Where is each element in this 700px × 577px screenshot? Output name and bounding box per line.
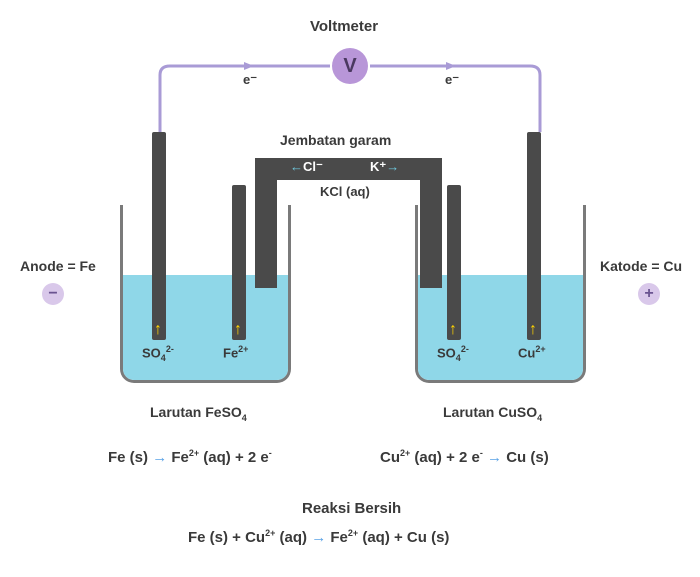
bridge-ion-left-group: ←Cl⁻ xyxy=(290,159,323,175)
ion-arrow-3: ↑ xyxy=(449,321,457,339)
salt-bridge-h xyxy=(255,158,442,180)
bridge-ion-right: K⁺ xyxy=(370,159,386,174)
voltmeter-icon: V xyxy=(332,48,368,84)
anode-label: Anode = Fe xyxy=(20,258,96,274)
electrode-right-a xyxy=(447,185,461,340)
bridge-ion-right-group: K⁺→ xyxy=(370,159,399,175)
electron-left-label: e⁻ xyxy=(243,72,257,88)
ion-label-fe2: Fe2+ xyxy=(223,344,248,360)
half-eqn-left: Fe (s) → Fe2+ (aq) + 2 e- xyxy=(108,448,272,466)
cathode-label: Katode = Cu xyxy=(600,258,682,274)
net-reaction: Fe (s) + Cu2+ (aq) → Fe2+ (aq) + Cu (s) xyxy=(188,528,449,546)
diagram-root: Voltmeter e⁻ e⁻ V Anode = Fe − Katode = … xyxy=(0,0,700,577)
bridge-compound: KCl (aq) xyxy=(320,184,370,199)
cathode-sign-icon: + xyxy=(638,283,660,305)
salt-bridge-title: Jembatan garam xyxy=(280,132,391,148)
voltmeter-title: Voltmeter xyxy=(310,18,378,35)
solution-right xyxy=(418,275,583,380)
salt-bridge-v-right xyxy=(420,158,442,288)
anode-sign: − xyxy=(48,285,57,303)
voltmeter-glyph: V xyxy=(343,55,356,78)
electron-right-label: e⁻ xyxy=(445,72,459,88)
ion-label-so4-right: SO42- xyxy=(437,344,469,363)
ion-label-cu2: Cu2+ xyxy=(518,344,546,360)
ion-arrow-1: ↑ xyxy=(154,321,162,339)
ion-arrow-4: ↑ xyxy=(529,321,537,339)
electrode-left-b xyxy=(232,185,246,340)
arrow-left-icon: ← xyxy=(290,159,303,174)
net-reaction-title: Reaksi Bersih xyxy=(302,500,401,517)
bridge-ion-left: Cl⁻ xyxy=(303,159,323,174)
ion-label-so4-left: SO42- xyxy=(142,344,174,363)
half-eqn-right: Cu2+ (aq) + 2 e- → Cu (s) xyxy=(380,448,549,466)
solution-left xyxy=(123,275,288,380)
anode-sign-icon: − xyxy=(42,283,64,305)
solution-right-label: Larutan CuSO4 xyxy=(443,404,542,423)
arrow-right-icon: → xyxy=(386,159,399,174)
salt-bridge-v-left xyxy=(255,158,277,288)
electrode-right-b xyxy=(527,132,541,340)
cathode-sign: + xyxy=(644,285,653,303)
ion-arrow-2: ↑ xyxy=(234,321,242,339)
wire-svg xyxy=(0,0,700,577)
solution-left-label: Larutan FeSO4 xyxy=(150,404,247,423)
electrode-left-a xyxy=(152,132,166,340)
